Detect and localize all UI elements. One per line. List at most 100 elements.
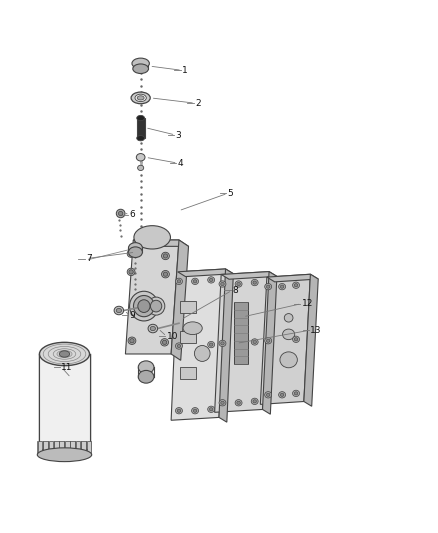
Ellipse shape [237, 282, 240, 286]
Text: 5: 5 [228, 189, 233, 198]
Ellipse shape [128, 337, 136, 344]
Text: 10: 10 [167, 332, 178, 341]
Bar [71, 441, 75, 455]
Polygon shape [267, 274, 318, 282]
Ellipse shape [235, 400, 242, 406]
Text: 7: 7 [86, 254, 92, 263]
Ellipse shape [209, 343, 213, 346]
Ellipse shape [193, 280, 197, 283]
Ellipse shape [136, 154, 145, 161]
Ellipse shape [235, 281, 242, 287]
Ellipse shape [266, 393, 270, 397]
Bar [180, 302, 197, 313]
Bar [60, 441, 64, 455]
Bar [65, 441, 70, 455]
Ellipse shape [266, 339, 270, 342]
Bar [54, 441, 59, 455]
Ellipse shape [138, 165, 144, 171]
Ellipse shape [118, 212, 123, 216]
Polygon shape [178, 269, 233, 277]
Ellipse shape [131, 92, 150, 104]
Ellipse shape [176, 343, 183, 349]
Bar [234, 302, 248, 364]
Ellipse shape [283, 329, 295, 340]
Polygon shape [171, 240, 188, 360]
Ellipse shape [138, 361, 154, 374]
Polygon shape [39, 354, 89, 449]
Ellipse shape [39, 342, 89, 366]
Ellipse shape [148, 297, 165, 315]
Ellipse shape [116, 209, 125, 217]
Ellipse shape [294, 338, 298, 341]
Text: 3: 3 [176, 131, 181, 140]
Ellipse shape [127, 268, 135, 276]
Ellipse shape [137, 135, 145, 141]
Ellipse shape [284, 313, 293, 322]
Text: 8: 8 [232, 286, 238, 295]
Ellipse shape [221, 282, 224, 286]
Ellipse shape [280, 393, 284, 397]
Ellipse shape [133, 64, 148, 74]
Ellipse shape [150, 326, 155, 330]
Ellipse shape [127, 250, 135, 257]
Ellipse shape [208, 277, 215, 283]
Polygon shape [221, 272, 277, 279]
Ellipse shape [162, 252, 170, 260]
Ellipse shape [128, 247, 142, 257]
Ellipse shape [138, 300, 150, 312]
Ellipse shape [59, 351, 70, 357]
Ellipse shape [177, 280, 181, 283]
Ellipse shape [253, 400, 256, 403]
Ellipse shape [293, 336, 300, 343]
Ellipse shape [130, 338, 134, 343]
Ellipse shape [221, 401, 224, 405]
Ellipse shape [162, 270, 170, 278]
Ellipse shape [129, 270, 133, 274]
Ellipse shape [128, 243, 142, 253]
Ellipse shape [294, 284, 298, 287]
Polygon shape [215, 272, 269, 413]
Text: 4: 4 [178, 159, 183, 167]
Ellipse shape [176, 408, 183, 414]
Bar [76, 441, 81, 455]
Text: 11: 11 [61, 363, 73, 372]
Ellipse shape [265, 392, 272, 398]
Ellipse shape [135, 94, 146, 102]
Bar [87, 441, 91, 455]
Ellipse shape [237, 401, 240, 405]
Ellipse shape [163, 254, 168, 258]
Ellipse shape [191, 278, 198, 285]
Polygon shape [133, 240, 188, 246]
Ellipse shape [208, 406, 215, 413]
Ellipse shape [191, 408, 198, 414]
Ellipse shape [194, 345, 210, 361]
Bar [137, 118, 145, 138]
Ellipse shape [193, 409, 197, 413]
Bar [43, 441, 48, 455]
Ellipse shape [293, 390, 300, 397]
Ellipse shape [219, 340, 226, 346]
Ellipse shape [221, 342, 224, 345]
Bar [180, 331, 197, 343]
Ellipse shape [134, 225, 170, 249]
Ellipse shape [251, 339, 258, 345]
Text: 13: 13 [311, 326, 322, 335]
Ellipse shape [176, 278, 183, 285]
Polygon shape [125, 240, 179, 354]
Ellipse shape [280, 285, 284, 288]
Ellipse shape [137, 96, 144, 100]
Ellipse shape [148, 324, 158, 333]
Ellipse shape [130, 291, 158, 321]
Ellipse shape [129, 252, 133, 256]
Ellipse shape [294, 392, 298, 395]
Ellipse shape [251, 279, 258, 286]
Polygon shape [171, 269, 226, 420]
Ellipse shape [279, 284, 286, 290]
Ellipse shape [219, 400, 226, 406]
Ellipse shape [163, 272, 168, 276]
Bar [38, 441, 42, 455]
Ellipse shape [138, 370, 154, 383]
Polygon shape [262, 272, 277, 414]
Ellipse shape [114, 306, 124, 315]
Ellipse shape [137, 115, 145, 120]
